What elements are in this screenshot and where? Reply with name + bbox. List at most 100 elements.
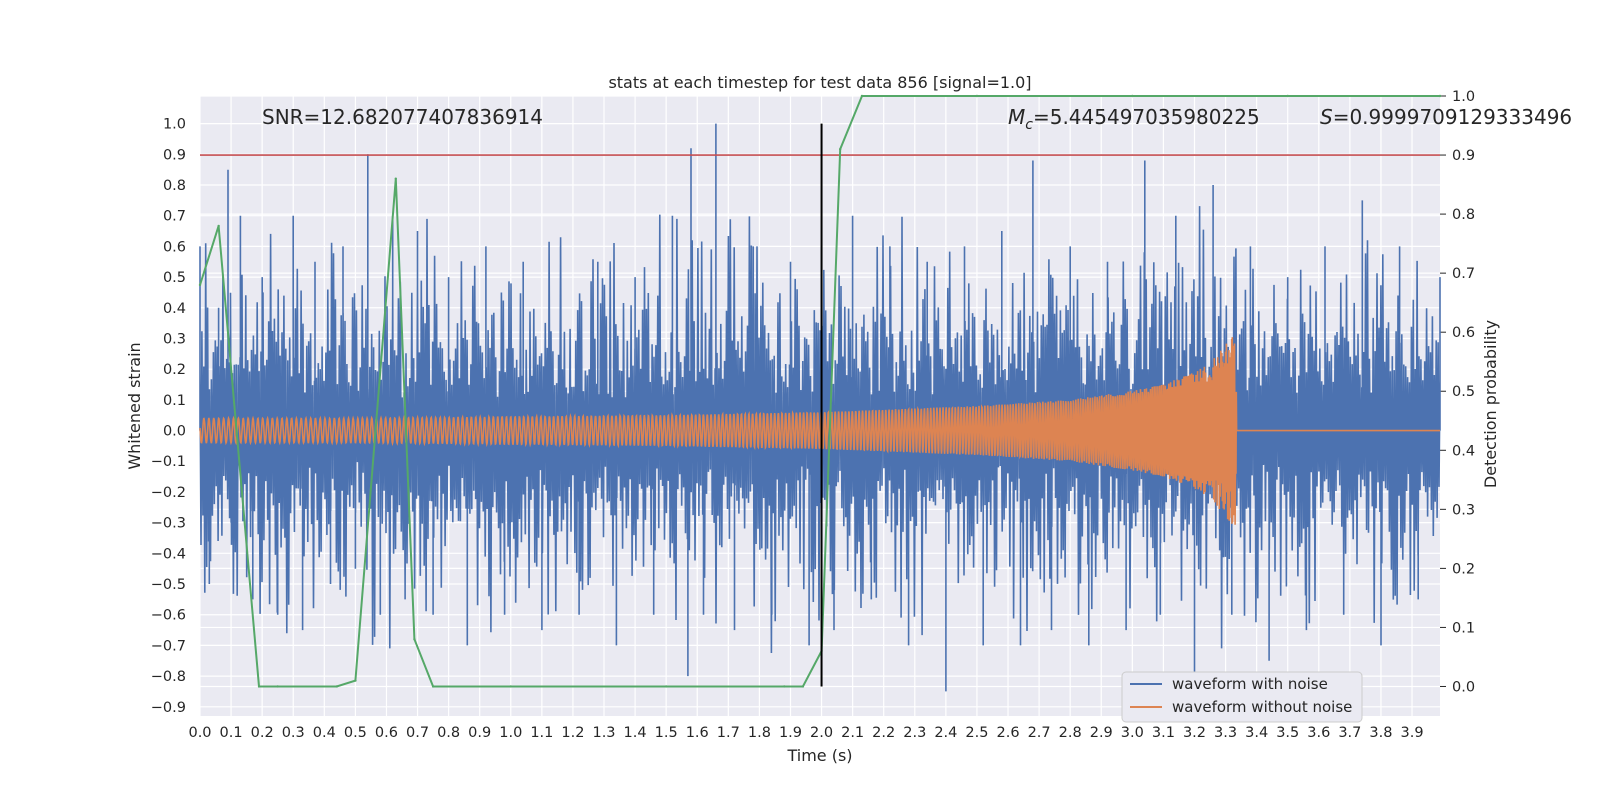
x-tick-label: 0.4 [313,725,336,741]
x-tick-label: 1.1 [530,725,553,741]
x-tick-label: 1.4 [624,725,647,741]
series-waveform-with-noise [199,123,1441,692]
y-tick-label-left: −0.5 [151,577,186,593]
x-tick-label: 3.2 [1183,725,1206,741]
x-tick-label: 0.1 [220,725,243,741]
x-tick-label: 0.3 [282,725,305,741]
y-tick-label-right: 0.4 [1452,443,1475,459]
x-tick-label: 2.1 [841,725,864,741]
y-tick-label-right: 0.1 [1452,620,1475,636]
detection-probability-point [1286,94,1289,98]
detection-probability-point [801,685,805,688]
y-tick-label-left: 0.2 [163,362,186,378]
chirp-mass-symbol: M [1008,105,1025,129]
y-tick-labels-left: 1.0 0.9 0.8 0.7 0.6 0.5 0.4 0.3 0.2 0.1 0.0 −0.1 −0.… [151,117,186,716]
detection-probability-point [975,94,979,98]
x-tick-label: 1.5 [655,725,678,741]
y-tick-label-left: −0.1 [151,454,186,470]
x-tick-label: 0.2 [251,725,274,741]
y-tick-label-left: 0.7 [163,209,186,225]
series-layer [198,94,1442,692]
legend-label-clean: waveform without noise [1172,698,1352,716]
detection-probability-point [664,685,668,688]
x-tick-label: 1.7 [717,725,740,741]
y-tick-label-left: −0.2 [151,485,186,501]
x-tick-label: 2.5 [965,725,988,741]
y-tick-label-left: −0.9 [151,700,186,716]
y-tick-label-right: 0.8 [1452,207,1475,223]
detection-probability-point [198,283,202,287]
x-tick-label: 0.8 [437,725,460,741]
legend-label-noise: waveform with noise [1172,675,1328,693]
legend: waveform with noise waveform without noi… [1121,671,1363,723]
chirp-mass-subscript: c [1025,117,1033,133]
detection-probability-point [413,638,416,641]
x-tick-label: 3.8 [1369,725,1392,741]
detection-probability-point [509,685,512,688]
x-tick-label: 2.7 [1028,725,1051,741]
y-tick-label-left: −0.4 [151,546,186,562]
y-tick-label-left: 1.0 [163,117,186,133]
y-axis-label-left: Whitened strain [125,342,144,469]
x-tick-label: 1.2 [561,725,584,741]
y-tick-label-left: 0.0 [163,424,186,440]
x-axis-label: Time (s) [786,746,852,765]
y-tick-label-left: 0.5 [163,270,186,286]
x-tick-label: 2.3 [903,725,926,741]
chirp-mass-value: =5.445497035980225 [1033,105,1260,129]
y-tick-label-right: 0.2 [1452,561,1475,577]
x-tick-label: 1.3 [592,725,615,741]
x-tick-label: 2.2 [872,725,895,741]
score-annotation: S=0.9999709129333496 [1320,105,1572,129]
x-tick-label: 0.0 [188,725,211,741]
detection-probability-point [1131,94,1134,98]
detection-probability-point [276,685,279,688]
x-tick-label: 2.8 [1059,725,1082,741]
detection-probability-point [431,685,435,688]
x-tick-label: 3.4 [1245,725,1268,741]
detection-probability-point [783,685,786,688]
y-tick-label-left: −0.8 [151,669,186,685]
score-value: =0.9999709129333496 [1333,105,1572,129]
detection-probability-point [394,177,397,180]
x-tick-label: 3.1 [1152,725,1175,741]
detection-probability-point [1438,94,1442,98]
detection-probability-point [257,685,261,688]
y-tick-label-left: −0.7 [151,638,186,654]
y-tick-label-left: 0.8 [163,178,186,194]
chirp-mass-annotation: Mc=5.445497035980225 [1008,105,1260,133]
detection-probability-point [354,679,357,682]
y-tick-labels-right: 1.0 0.9 0.8 0.7 0.6 0.5 0.4 0.3 0.2 0.1 0.0 [1452,89,1475,695]
snr-annotation: SNR=12.682077407836914 [262,105,543,129]
y-tick-label-right: 0.3 [1452,502,1475,518]
y-tick-label-right: 0.7 [1452,266,1475,282]
x-tick-label: 1.9 [779,725,802,741]
score-symbol: S [1320,105,1333,129]
x-tick-label: 1.6 [686,725,709,741]
y-tick-label-right: 0.9 [1452,148,1475,164]
detection-probability-point [335,685,338,688]
x-tick-label: 3.9 [1400,725,1423,741]
x-tick-label: 0.9 [468,725,491,741]
y-tick-label-right: 0.0 [1452,679,1475,695]
y-tick-label-right: 0.6 [1452,325,1475,341]
y-tick-label-left: 0.4 [163,301,186,317]
x-tick-label: 3.5 [1276,725,1299,741]
y-tick-label-left: −0.6 [151,608,186,624]
x-tick-label: 2.0 [810,725,833,741]
x-tick-label: 0.5 [344,725,367,741]
y-tick-label-left: 0.1 [163,393,186,409]
x-tick-label: 3.0 [1121,725,1144,741]
y-tick-label-left: 0.9 [163,147,186,163]
x-tick-labels: 0.0 0.1 0.2 0.3 0.4 0.5 0.6 0.7 0.8 0.9 1.0 1.1 1.2 1… [188,725,1423,741]
x-tick-label: 1.8 [748,725,771,741]
y-tick-label-right: 0.5 [1452,384,1475,400]
y-tick-label-left: 0.3 [163,331,186,347]
y-tick-label-left: −0.3 [151,516,186,532]
chart-title: stats at each timestep for test data 856… [608,73,1031,92]
y-axis-label-right: Detection probability [1481,320,1500,488]
series-detection-probability [199,95,1440,688]
detection-probability-point [860,94,864,98]
x-tick-label: 1.0 [499,725,522,741]
x-tick-label: 0.6 [375,725,398,741]
